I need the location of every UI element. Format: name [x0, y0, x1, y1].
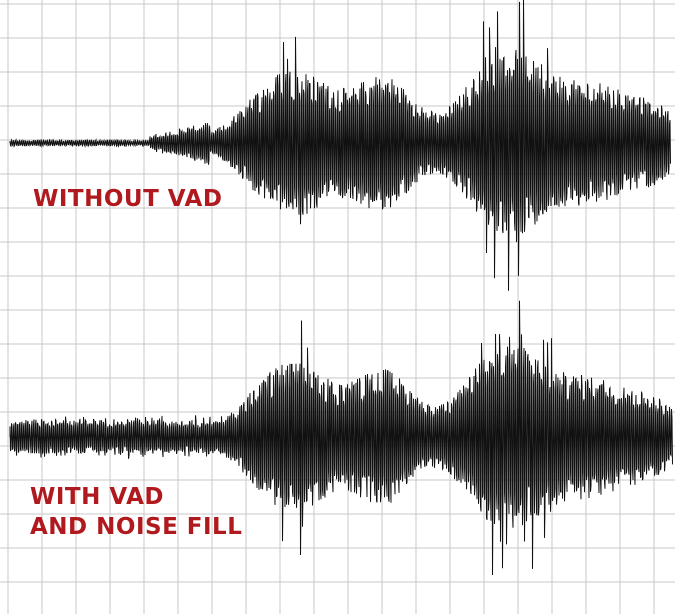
label-without-vad: WITHOUT VAD	[33, 186, 223, 212]
label-noise-fill: AND NOISE FILL	[30, 514, 243, 540]
waveform-without-vad	[9, 0, 671, 291]
label-with-vad: WITH VAD	[30, 484, 165, 510]
waveform-with-vad-noise-fill	[9, 300, 673, 576]
